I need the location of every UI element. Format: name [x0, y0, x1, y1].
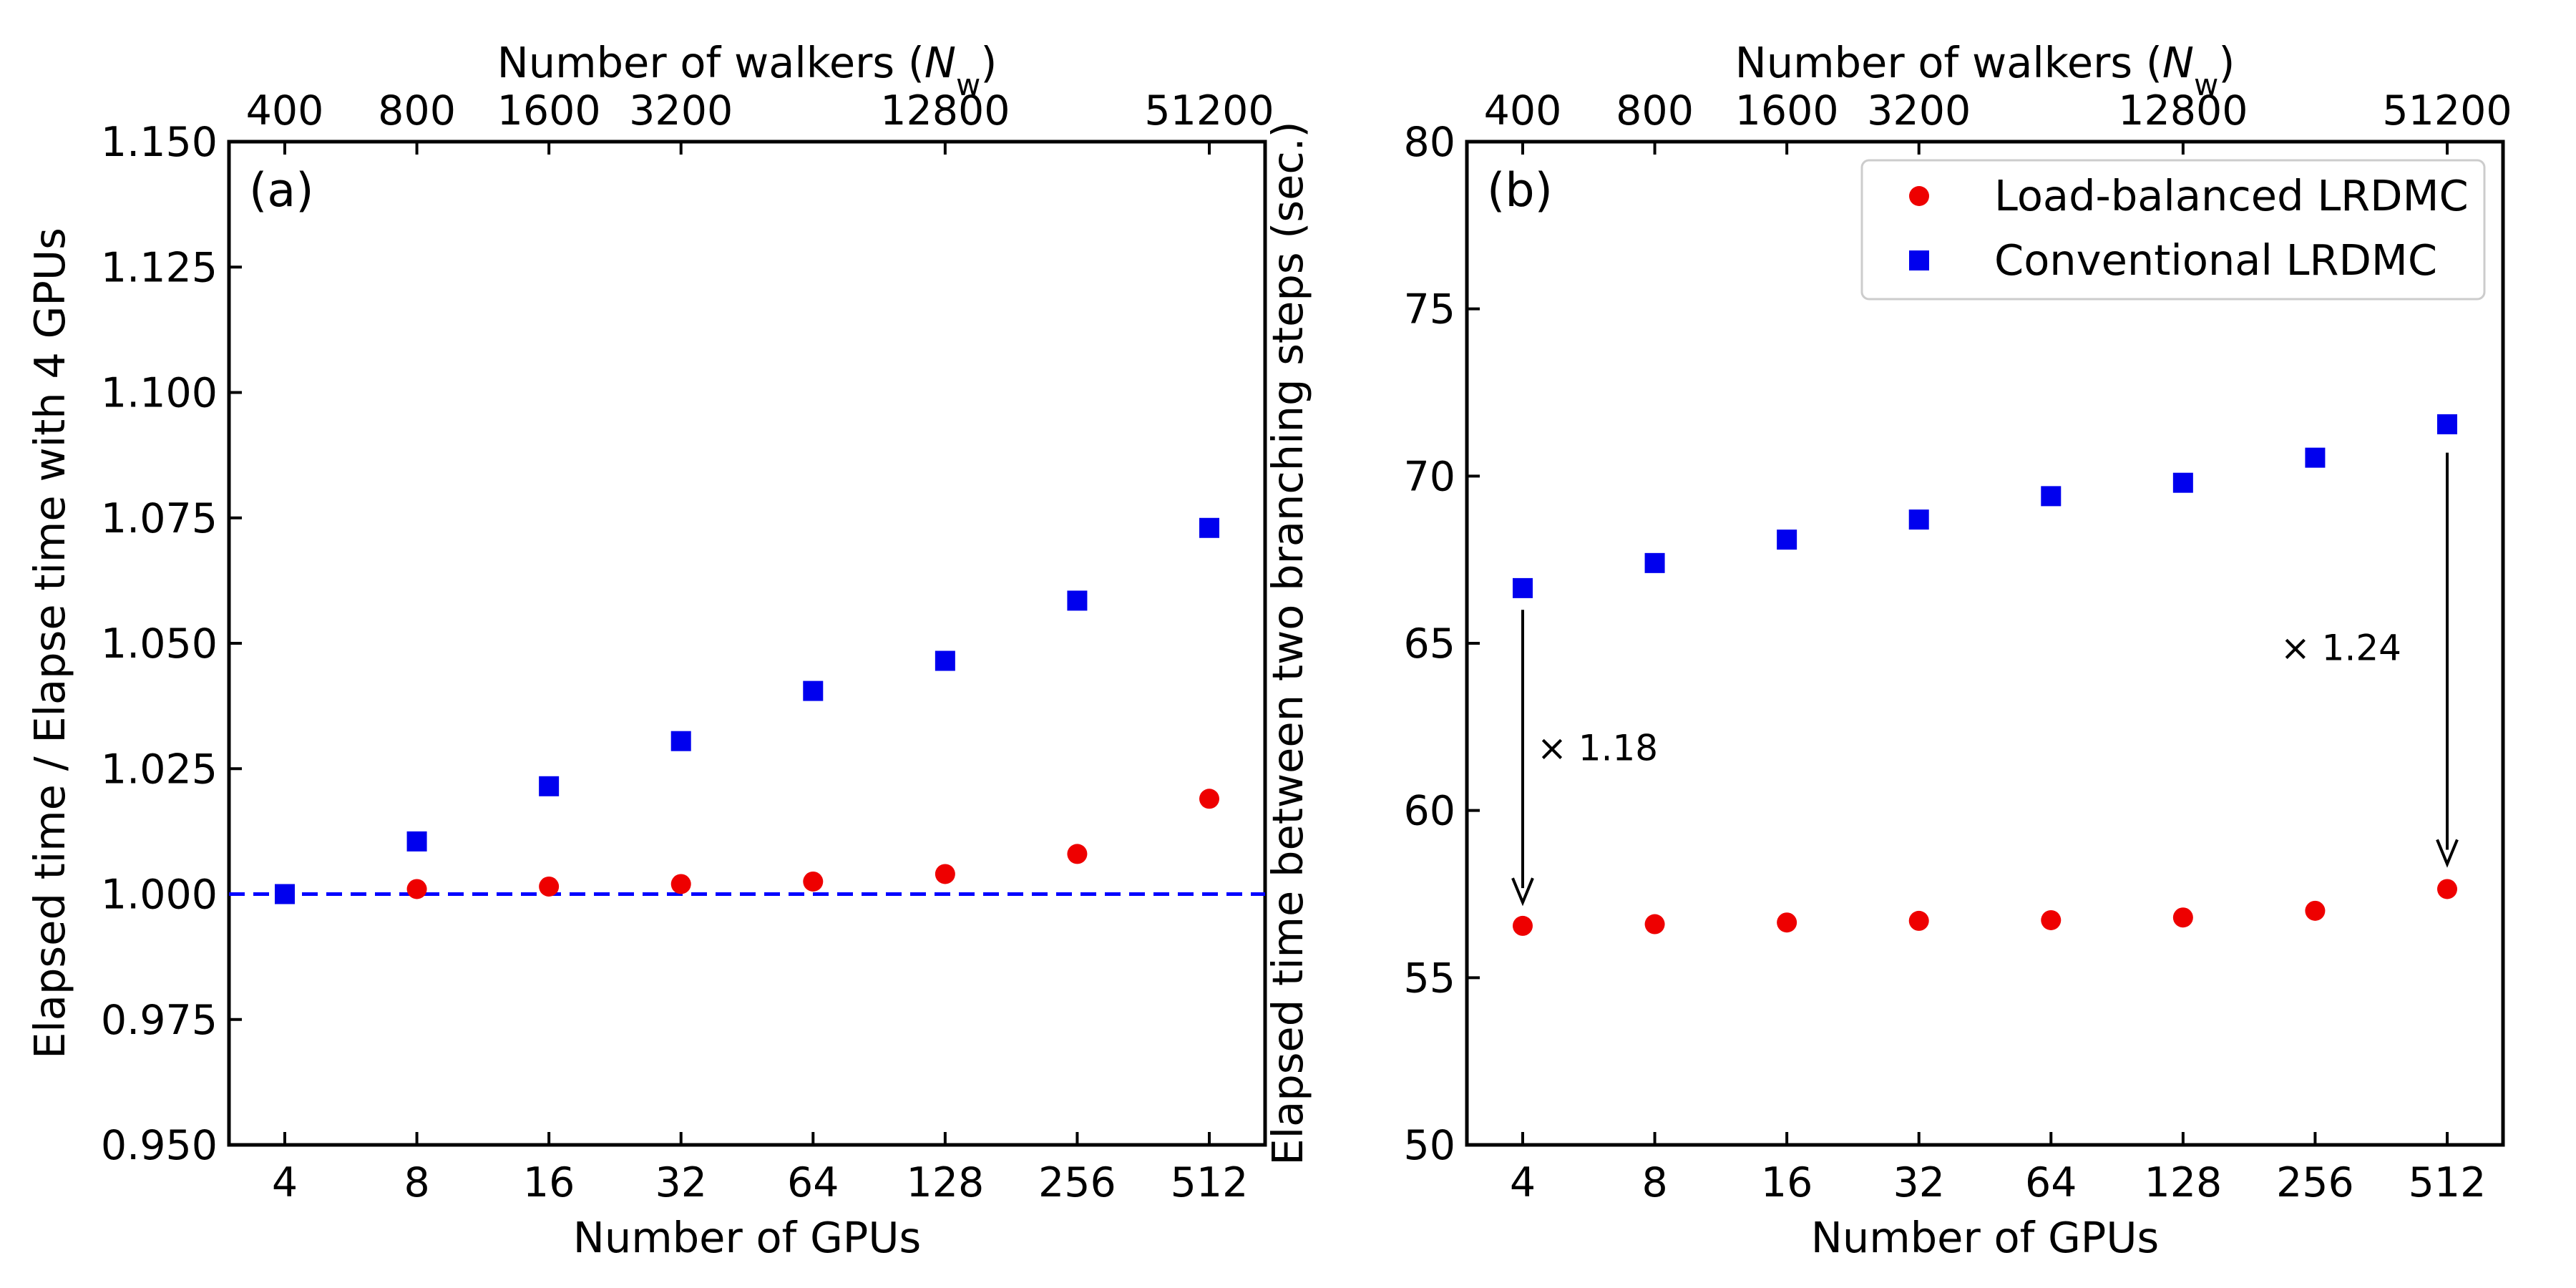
top-x-tick-label: 800 [1616, 87, 1694, 135]
data-point-load-balanced [1067, 844, 1088, 864]
legend-box [1860, 159, 2486, 301]
top-x-tick-label: 12800 [880, 87, 1010, 135]
annotation-arrowhead [2436, 839, 2459, 868]
data-point-conventional [2437, 414, 2457, 434]
data-point-conventional [1513, 577, 1533, 598]
data-point-conventional [2305, 447, 2326, 468]
top-axis-title: Number of walkers (Nw) [497, 38, 997, 102]
panel-label: (a) [249, 164, 314, 218]
data-point-load-balanced [1908, 910, 1929, 931]
y-axis-title: Elapsed time / Elapse time with 4 GPUs [25, 228, 74, 1059]
data-point-conventional [670, 731, 691, 751]
top-x-tick-label: 51200 [2382, 87, 2512, 135]
data-point-conventional [539, 776, 560, 796]
data-point-conventional [1644, 552, 1665, 573]
y-tick-label: 1.150 [101, 119, 218, 166]
data-point-load-balanced [1513, 915, 1533, 936]
data-point-load-balanced [539, 876, 560, 897]
y-axis-title: Elapsed time between two branching steps… [1263, 121, 1312, 1165]
x-tick-label: 4 [1510, 1159, 1536, 1206]
x-tick-label: 128 [906, 1159, 984, 1206]
y-tick-label: 1.075 [101, 495, 218, 542]
annotation-arrowhead [1511, 877, 1534, 907]
x-tick-label: 128 [2144, 1159, 2222, 1206]
data-point-load-balanced [1644, 914, 1665, 935]
data-point-load-balanced [2172, 907, 2193, 928]
data-point-load-balanced [935, 864, 955, 884]
y-tick-label: 1.100 [101, 370, 218, 417]
x-tick-label: 64 [787, 1159, 839, 1206]
legend: Load-balanced LRDMC Conventional LRDMC [1860, 159, 2486, 301]
x-tick-label: 16 [523, 1159, 575, 1206]
y-tick-label: 1.000 [101, 872, 218, 919]
data-point-load-balanced [2041, 909, 2062, 930]
data-point-load-balanced [1777, 912, 1797, 933]
y-tick-label: 75 [1403, 286, 1455, 333]
annotation-label: × 1.24 [2280, 627, 2401, 668]
data-point-conventional [275, 884, 295, 904]
data-point-conventional [1067, 590, 1088, 611]
data-point-conventional [2041, 486, 2062, 507]
legend-label: Load-balanced LRDMC [1994, 171, 2469, 220]
legend-marker-load-balanced [1909, 186, 1929, 206]
y-tick-label: 65 [1403, 620, 1455, 668]
x-tick-label: 256 [2276, 1159, 2354, 1206]
x-tick-label: 32 [655, 1159, 707, 1206]
data-point-load-balanced [1199, 789, 1219, 809]
top-x-tick-label: 1600 [497, 87, 601, 135]
y-tick-label: 0.950 [101, 1122, 218, 1169]
data-point-load-balanced [670, 874, 691, 894]
top-x-tick-label: 400 [246, 87, 324, 135]
y-tick-label: 50 [1403, 1122, 1455, 1169]
data-point-conventional [2172, 472, 2193, 493]
data-point-conventional [1777, 530, 1797, 550]
y-tick-label: 0.975 [101, 997, 218, 1044]
top-x-tick-label: 800 [378, 87, 456, 135]
panel-label: (b) [1487, 164, 1553, 218]
top-x-tick-label: 1600 [1735, 87, 1839, 135]
x-tick-label: 256 [1038, 1159, 1116, 1206]
top-axis-title: Number of walkers (Nw) [1735, 38, 2235, 102]
x-axis-title: Number of GPUs [1811, 1213, 2160, 1262]
legend-marker-conventional [1909, 250, 1929, 270]
x-tick-label: 512 [2409, 1159, 2487, 1206]
data-point-conventional [1199, 517, 1219, 538]
legend-label: Conventional LRDMC [1994, 235, 2437, 285]
y-tick-label: 70 [1403, 453, 1455, 500]
data-point-load-balanced [803, 871, 824, 892]
x-tick-label: 8 [1641, 1159, 1667, 1206]
data-point-load-balanced [406, 879, 427, 899]
x-tick-label: 16 [1761, 1159, 1813, 1206]
top-x-tick-label: 3200 [1867, 87, 1971, 135]
data-point-load-balanced [2305, 900, 2326, 921]
x-tick-label: 512 [1171, 1159, 1249, 1206]
data-point-conventional [1908, 509, 1929, 530]
panel-a: 4 8 16 32 64 128 256 512 400 800 1600 3200 12800 5120… [25, 38, 1274, 1262]
x-tick-label: 4 [272, 1159, 298, 1206]
y-tick-label: 55 [1403, 955, 1455, 1002]
data-point-conventional [803, 680, 824, 701]
annotation-label: × 1.18 [1537, 728, 1658, 769]
y-tick-label: 1.025 [101, 746, 218, 793]
x-tick-label: 64 [2025, 1159, 2077, 1206]
top-x-tick-label: 12800 [2118, 87, 2248, 135]
plot-frame [227, 140, 1267, 1147]
x-tick-label: 32 [1893, 1159, 1945, 1206]
y-tick-label: 1.050 [101, 620, 218, 668]
data-point-conventional [406, 831, 427, 852]
data-point-load-balanced [2437, 879, 2457, 899]
panel-b: 4 8 16 32 64 128 256 512 400 800 1600 3200 12800 5120… [1263, 38, 2512, 1262]
x-tick-label: 8 [404, 1159, 429, 1206]
y-tick-label: 80 [1403, 119, 1455, 166]
top-x-tick-label: 51200 [1144, 87, 1274, 135]
top-x-tick-label: 3200 [629, 87, 733, 135]
data-point-conventional [935, 650, 955, 671]
y-tick-label: 60 [1403, 788, 1455, 835]
top-x-tick-label: 400 [1484, 87, 1562, 135]
y-tick-label: 1.125 [101, 244, 218, 291]
x-axis-title: Number of GPUs [573, 1213, 922, 1262]
